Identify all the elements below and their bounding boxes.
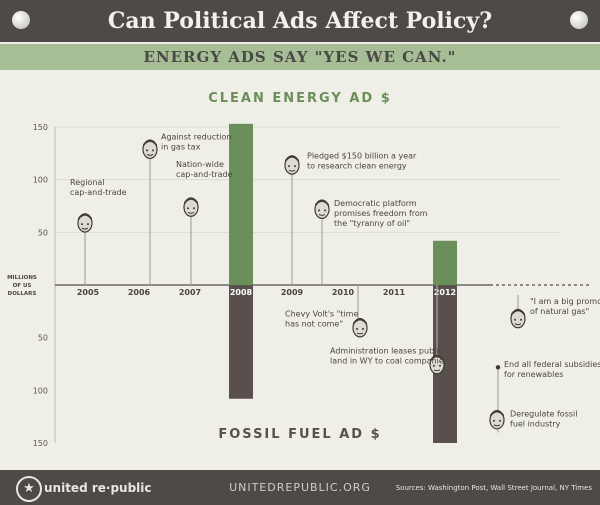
year-label-2010: 2010 [332,288,355,297]
header-bar [0,0,600,42]
subtitle-bar [0,44,600,70]
y-tick-label-down: 50 [38,334,48,343]
annotation-text: has not come" [285,320,343,329]
y-tick-label-down: 100 [33,386,48,395]
unit-label: MILLIONS [7,275,37,281]
year-label-2011: 2011 [383,288,406,297]
annotation-text: Pledged $150 billion a year [307,152,417,161]
person-photo-icon [183,197,199,217]
year-label-2006: 2006 [128,288,151,297]
annotation-text: End all federal subsidies [504,360,600,369]
brand-name[interactable]: united re·public [44,481,152,495]
annotation-text: "I am a big promoter [530,297,600,306]
annotation-text: Deregulate fossil [510,410,577,419]
fossil-bar-2008 [229,285,253,399]
person-photo-icon [429,354,445,375]
person-photo-icon [77,213,93,233]
person-photo-icon [314,199,330,219]
right-pin-icon [570,11,588,29]
site-url[interactable]: UNITEDREPUBLIC.ORG [229,481,371,494]
page-title: Can Political Ads Affect Policy? [107,8,493,34]
annotation-text: in gas tax [161,143,201,152]
annotation-text: fuel industry [510,420,561,429]
y-tick-label-down: 150 [33,439,48,448]
fossil-fuel-label: FOSSIL FUEL AD $ [218,427,381,442]
year-label-2009: 2009 [281,288,304,297]
annotation-text: land in WY to coal companies [330,356,448,365]
annotation-text: promises freedom from [334,209,428,218]
subtitle: ENERGY ADS SAY "YES WE CAN." [143,48,457,66]
annotation-text: cap-and-trade [176,170,233,179]
unit-label: DOLLARS [8,291,37,297]
person-photo-icon [142,139,158,159]
annotation-text: Nation-wide [176,160,224,169]
left-pin-icon [12,11,30,29]
annotation-text: Against reduction [161,133,232,142]
annotation-text: of natural gas" [530,307,589,316]
star-logo-icon[interactable]: ★ [16,476,42,502]
year-label-2005: 2005 [77,288,100,297]
clean-bar-2012 [433,240,457,285]
clean-energy-label: CLEAN ENERGY AD $ [208,91,392,106]
annotation-text: the "tyranny of oil" [334,219,410,228]
annotation-text: Regional [70,178,105,187]
y-tick-label-up: 100 [33,176,48,185]
footer-bar [0,470,600,505]
sources-text: Sources: Washington Post, Wall Street Jo… [395,484,592,492]
annotation-text: for renewables [504,370,563,379]
person-photo-icon [489,409,505,430]
year-label-2007: 2007 [179,288,201,297]
annotation-text: to research clean energy [307,162,407,171]
person-photo-icon [510,308,526,329]
callout-dot [495,365,501,370]
annotation-text: Administration leases public [330,346,443,355]
y-tick-label-up: 150 [33,123,48,132]
clean-bar-2008 [229,123,253,285]
chart: CLEAN ENERGY AD $ FOSSIL FUEL AD $ 150 100 5… [7,91,600,448]
person-photo-icon [284,155,300,175]
year-label-2008: 2008 [230,288,253,297]
y-tick-label-up: 50 [38,228,48,237]
annotation-text: cap-and-trade [70,188,127,197]
year-label-2012: 2012 [434,288,456,297]
annotation-text: Chevy Volt's "time [285,310,358,319]
person-photo-icon [352,317,368,338]
annotation-text: Democratic platform [334,199,417,208]
unit-label: OF US [13,283,32,289]
